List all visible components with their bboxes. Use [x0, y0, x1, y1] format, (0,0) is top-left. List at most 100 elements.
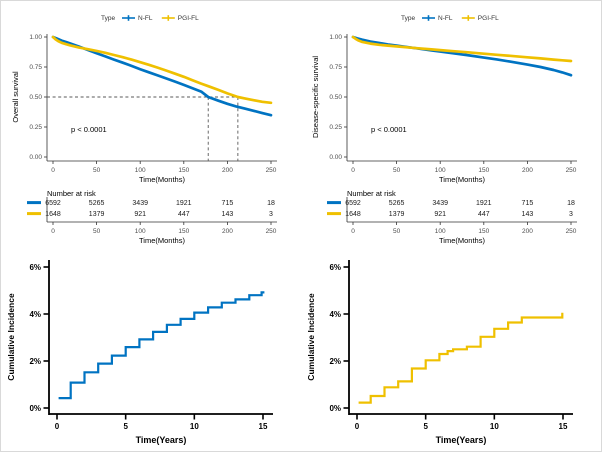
x-tick-label: 50: [393, 167, 401, 174]
legend-title: Type: [401, 15, 415, 22]
y-tick-label: 4%: [29, 310, 41, 319]
y-axis-title: Cumulative Incidence: [6, 293, 16, 381]
y-tick-label: 0.00: [329, 154, 342, 161]
x-tick-label: 150: [478, 167, 489, 174]
x-tick-label: 0: [55, 422, 60, 431]
risk-x-tick-label: 250: [566, 228, 577, 235]
risk-count: 143: [522, 211, 534, 218]
legend-item-label: PGI-FL: [478, 15, 499, 22]
legend-item-label: N-FL: [138, 15, 153, 22]
km-chart-disease-specific-survival: Type N-FL PGI-FL 1.00 0.75 0.50 0.25 0.00 0 50 100…: [311, 15, 577, 245]
y-tick-label: 0.50: [329, 94, 342, 101]
ci-chart-cumulative-incidence-n-fl: 0% 2% 4% 6% 0 5 10 15 Cumulative Incidence Time(Y…: [6, 260, 273, 445]
panel-overall-survival: Type N-FL PGI-FL 1.00 0.75 0.50 0.25 0.00 0 50 100…: [1, 1, 301, 254]
legend: Type N-FL PGI-FL: [401, 15, 499, 22]
y-tick-label: 0.50: [29, 94, 42, 101]
risk-x-tick-label: 0: [351, 228, 355, 235]
y-tick-label: 0.25: [29, 124, 42, 131]
risk-count: 5265: [389, 200, 405, 207]
risk-count: 1648: [345, 211, 361, 218]
risk-x-axis-title: Time(Months): [139, 236, 185, 245]
risk-count: 1379: [89, 211, 105, 218]
y-axis-title: Disease-specific survival: [311, 56, 320, 138]
x-tick-label: 0: [351, 167, 355, 174]
x-tick-label: 100: [135, 167, 146, 174]
risk-count: 6592: [345, 200, 361, 207]
cumulative-incidence-curve-N-FL: [58, 291, 265, 400]
survival-curve-PGI-FL: [51, 35, 273, 105]
survival-curve-N-FL: [351, 35, 573, 77]
y-axis-title: Overall survival: [11, 71, 20, 123]
p-value-label: p < 0.0001: [371, 125, 407, 134]
x-axis-title: Time(Months): [439, 175, 485, 184]
y-tick-label: 6%: [29, 263, 41, 272]
x-axis-title: Time(Years): [136, 435, 187, 445]
p-value-label: p < 0.0001: [71, 125, 107, 134]
x-tick-label: 15: [259, 422, 268, 431]
legend: Type N-FL PGI-FL: [101, 15, 199, 22]
risk-count: 3: [569, 211, 573, 218]
risk-x-tick-label: 250: [266, 228, 277, 235]
risk-count: 3: [269, 211, 273, 218]
x-tick-label: 0: [355, 422, 360, 431]
x-tick-label: 250: [266, 167, 277, 174]
cumulative-incidence-curve-PGI-FL: [358, 312, 564, 404]
survival-curve-PGI-FL: [351, 35, 573, 63]
x-tick-label: 5: [423, 422, 428, 431]
y-tick-label: 0%: [29, 404, 41, 413]
risk-count: 447: [178, 211, 190, 218]
risk-x-axis-title: Time(Months): [439, 236, 485, 245]
risk-count: 1921: [176, 200, 192, 207]
legend-item-label: PGI-FL: [178, 15, 199, 22]
risk-x-tick-label: 100: [435, 228, 446, 235]
x-tick-label: 10: [190, 422, 199, 431]
x-tick-label: 100: [435, 167, 446, 174]
survival-curve-N-FL: [51, 35, 273, 117]
risk-x-tick-label: 0: [51, 228, 55, 235]
risk-count: 921: [134, 211, 146, 218]
risk-x-tick-label: 200: [522, 228, 533, 235]
x-tick-label: 150: [178, 167, 189, 174]
y-tick-label: 0.75: [329, 64, 342, 71]
x-tick-label: 5: [123, 422, 128, 431]
x-tick-label: 0: [51, 167, 55, 174]
risk-table-title: Number at risk: [47, 189, 96, 198]
risk-x-tick-label: 150: [178, 228, 189, 235]
x-tick-label: 200: [222, 167, 233, 174]
y-tick-label: 1.00: [29, 34, 42, 41]
x-tick-label: 250: [566, 167, 577, 174]
y-tick-label: 0.00: [29, 154, 42, 161]
risk-count: 921: [434, 211, 446, 218]
x-tick-label: 10: [490, 422, 499, 431]
risk-count: 1921: [476, 200, 492, 207]
risk-count: 715: [222, 200, 234, 207]
risk-count: 3439: [432, 200, 448, 207]
x-tick-label: 15: [559, 422, 568, 431]
panel-cumulative-incidence-n-fl: 0% 2% 4% 6% 0 5 10 15 Cumulative Incidence Time(Y…: [1, 254, 301, 451]
y-tick-label: 0.25: [329, 124, 342, 131]
x-tick-label: 50: [93, 167, 101, 174]
panel-cumulative-incidence-pgi-fl: 0% 2% 4% 6% 0 5 10 15 Cumulative Incidence Time(Y…: [301, 254, 601, 451]
y-tick-label: 0%: [329, 404, 341, 413]
y-tick-label: 0.75: [29, 64, 42, 71]
y-tick-label: 2%: [29, 357, 41, 366]
y-tick-label: 1.00: [329, 34, 342, 41]
y-tick-label: 4%: [329, 310, 341, 319]
legend-item-label: N-FL: [438, 15, 453, 22]
risk-count: 1379: [389, 211, 405, 218]
x-tick-label: 200: [522, 167, 533, 174]
risk-x-tick-label: 50: [393, 228, 401, 235]
legend-title: Type: [101, 15, 115, 22]
risk-x-tick-label: 200: [222, 228, 233, 235]
risk-count: 18: [567, 200, 575, 207]
risk-table-title: Number at risk: [347, 189, 396, 198]
risk-count: 143: [222, 211, 234, 218]
y-tick-label: 6%: [329, 263, 341, 272]
risk-x-tick-label: 100: [135, 228, 146, 235]
risk-count: 447: [478, 211, 490, 218]
km-chart-overall-survival: Type N-FL PGI-FL 1.00 0.75 0.50 0.25 0.00 0 50 100…: [11, 15, 277, 245]
risk-count: 5265: [89, 200, 105, 207]
risk-count: 3439: [132, 200, 148, 207]
risk-count: 18: [267, 200, 275, 207]
